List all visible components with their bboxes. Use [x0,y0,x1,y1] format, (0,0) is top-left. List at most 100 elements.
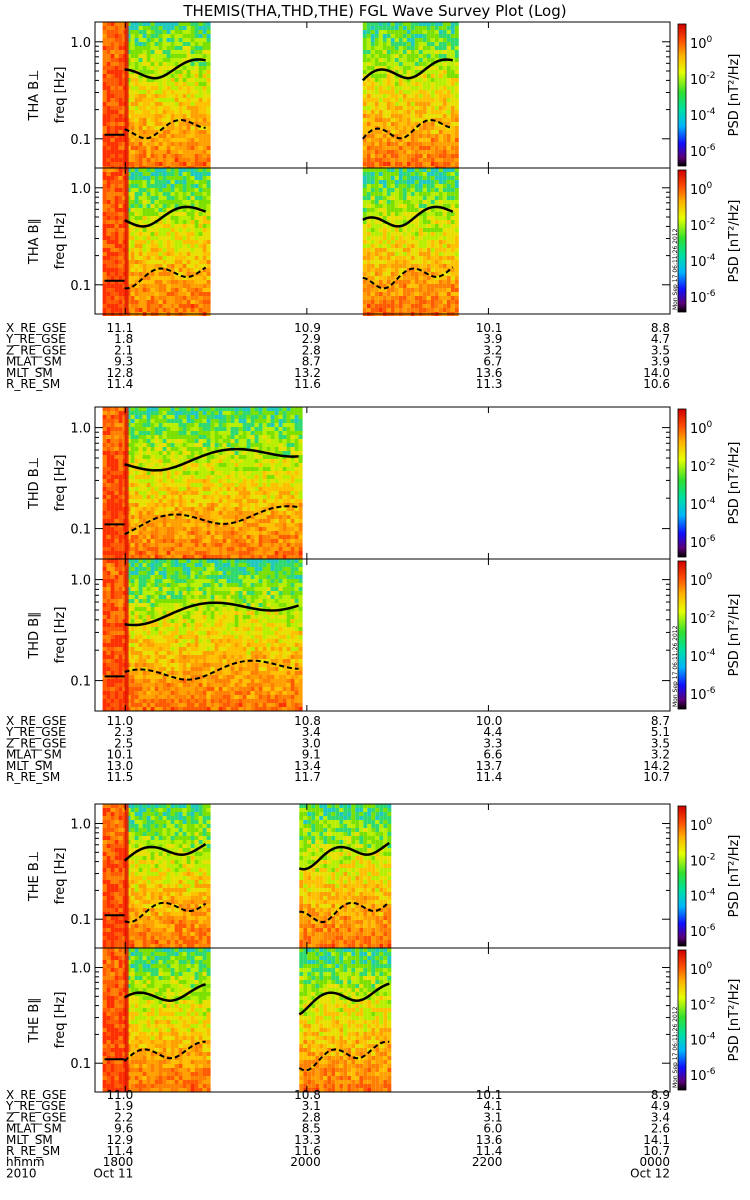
spectrogram-cell [106,495,111,499]
spectrogram-cell [146,30,151,34]
spectrogram-cell [202,304,207,308]
spectrogram-cell [114,46,119,50]
spectrogram-cell [182,304,187,308]
spectrogram-cell [174,467,179,471]
spectrogram-cell [390,232,395,236]
spectrogram-cell [114,240,119,244]
spectrogram-cell [198,547,203,551]
spectrogram-cell [386,34,391,38]
spectrogram-cell [450,118,455,122]
spectrogram-cell [366,272,371,276]
spectrogram-cell [114,126,119,130]
spectrogram-cell [390,90,395,94]
spectrogram-cell [450,256,455,260]
spectrogram-cell [450,208,455,212]
spectrogram-cell [386,22,391,26]
spectrogram-cell [106,475,111,479]
spectrogram-cell [142,158,147,162]
spectrogram-cell [206,236,211,240]
spectrogram-cell [106,451,111,455]
spectrogram-cell [114,142,119,146]
spectrogram-cell [202,130,207,134]
spectrogram-cell [154,475,159,479]
spectrogram-cell [182,308,187,312]
spectrogram-cell [118,531,123,535]
spectrogram-cell [410,138,415,142]
spectrogram-cell [110,138,115,142]
spectrogram-cell [142,507,147,511]
spectrogram-cell [206,423,211,427]
spectrogram-cell [414,256,419,260]
spectrogram-cell [394,216,399,220]
spectrogram-cell [434,284,439,288]
spectrogram-cell [450,78,455,82]
spectrogram-cell [182,50,187,54]
spectrogram-cell [170,216,175,220]
spectrogram-cell [158,419,163,423]
spectrogram-cell [170,471,175,475]
spectrogram-cell [410,200,415,204]
spectrogram-cell [166,284,171,288]
spectrogram-cell [370,300,375,304]
spectrogram-cell [118,407,123,411]
spectrogram-cell [398,276,403,280]
spectrogram-cell [398,200,403,204]
spectrogram-cell [206,98,211,102]
spectrogram-cell [150,467,155,471]
spectrogram-cell [362,212,367,216]
spectrogram-cell [406,90,411,94]
spectrogram-cell [370,62,375,66]
spectrogram-cell [214,511,219,515]
spectrogram-cell [178,196,183,200]
spectrogram-cell [190,435,195,439]
spectrogram-cell [190,551,195,555]
spectrogram-cell [206,511,211,515]
spectrogram-cell [386,46,391,50]
spectrogram-cell [118,475,123,479]
spectrogram-cell [382,276,387,280]
spectrogram-cell [202,463,207,467]
spectrogram-cell [130,196,135,200]
spectrogram-cell [162,443,167,447]
spectrogram-cell [174,42,179,46]
spectrogram-cell [162,455,167,459]
spectrogram-cell [370,102,375,106]
spectrogram-cell [154,507,159,511]
spectrogram-cell [422,276,427,280]
spectrogram-cell [194,284,199,288]
spectrogram-cell [378,280,383,284]
spectrogram-cell [454,50,459,54]
spectrogram-cell [194,114,199,118]
spectrogram-cell [170,459,175,463]
spectrogram-cell [394,34,399,38]
spectrogram-cell [190,455,195,459]
spectrogram-cell [190,176,195,180]
spectrogram-cell [446,264,451,268]
spectrogram-cell [186,82,191,86]
spectrogram-cell [182,543,187,547]
spectrogram-cell [150,236,155,240]
spectrogram-cell [178,142,183,146]
spectrogram-cell [186,539,191,543]
spectrogram-cell [426,50,431,54]
colorbar-tick-label: 10-6 [690,143,716,160]
spectrogram-cell [186,232,191,236]
spectrogram-cell [110,487,115,491]
spectrogram-cell [446,196,451,200]
spectrogram-cell [102,224,107,228]
spectrogram-cell [182,54,187,58]
spectrogram-cell [154,228,159,232]
spectrogram-cell [182,260,187,264]
spectrogram-cell [146,54,151,58]
spectrogram-cell [426,146,431,150]
spectrogram-cell [202,78,207,82]
spectrogram-cell [426,308,431,312]
spectrogram-cell [146,431,151,435]
spectrogram-cell [206,162,211,166]
spectrogram-cell [150,479,155,483]
spectrogram-cell [390,248,395,252]
spectrogram-cell [166,519,171,523]
spectrogram-cell [386,196,391,200]
spectrogram-cell [162,162,167,166]
spectrogram-cell [450,236,455,240]
